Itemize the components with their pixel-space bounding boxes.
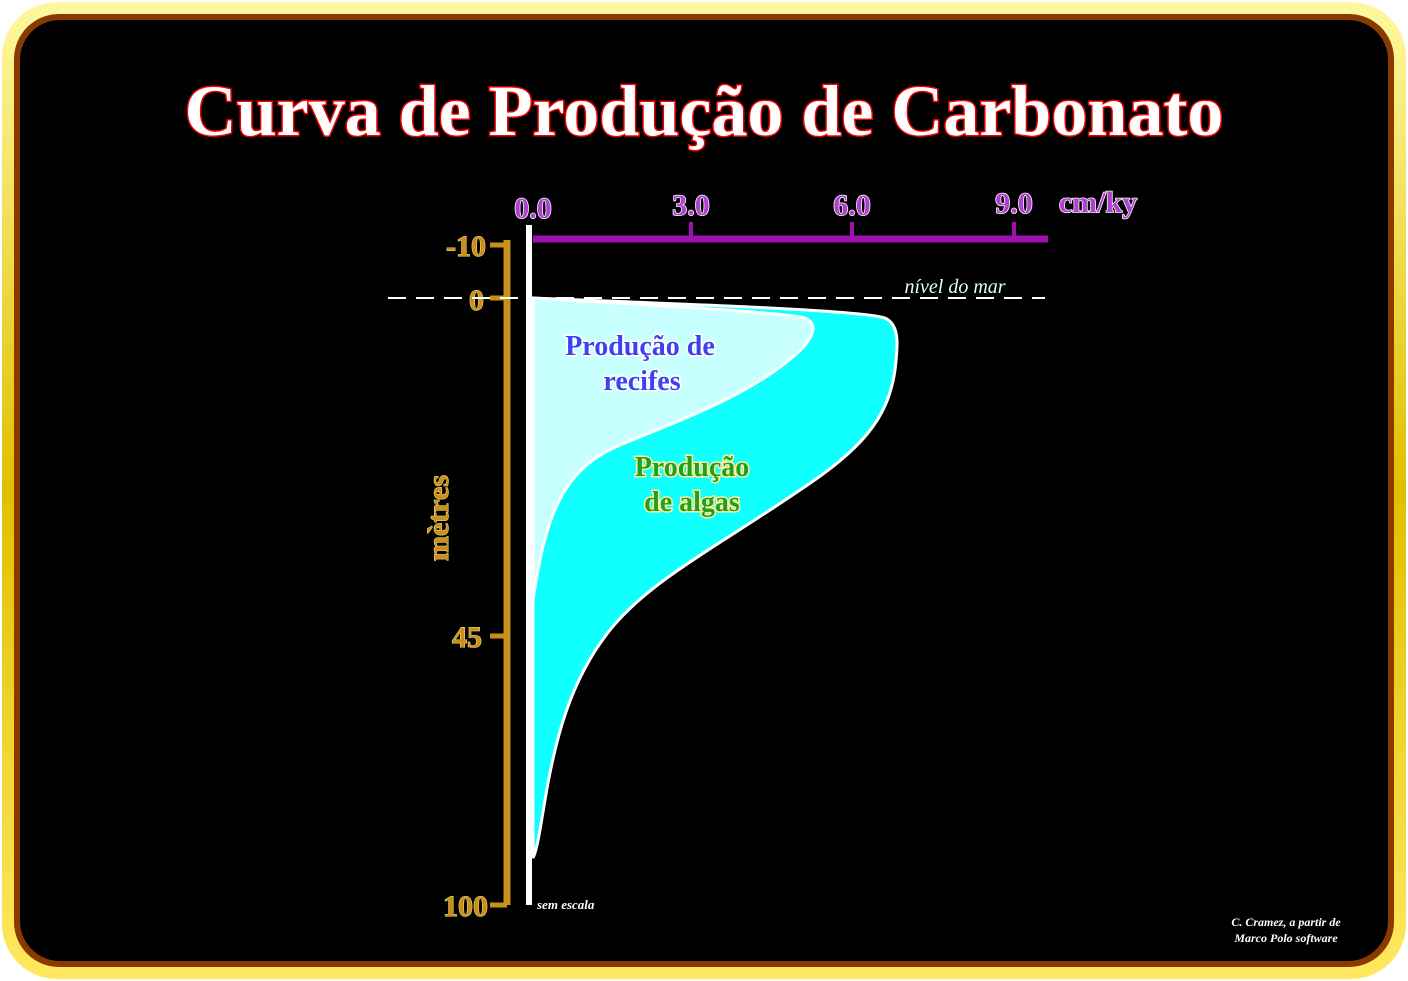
- depth-tick-label: -10: [446, 230, 486, 263]
- sea-level-label: nível do mar: [904, 276, 1005, 298]
- algae-label: de algas: [644, 487, 740, 518]
- credit: Marco Polo software: [1233, 931, 1338, 945]
- reef-production: [531, 296, 815, 601]
- credit: C. Cramez, a partir de: [1231, 915, 1341, 929]
- depth-tick-label: 45: [452, 621, 482, 654]
- rate-tick-label: 9.0: [995, 187, 1033, 220]
- depth-tick-label: 0: [469, 284, 484, 317]
- reef-label: Produção de: [565, 331, 715, 362]
- depth-axis-label: mètres: [422, 475, 455, 561]
- rate-tick-label: 3.0: [672, 189, 710, 222]
- depth-tick-label: 100: [443, 890, 488, 923]
- rate-tick-label: 0.0: [514, 192, 552, 225]
- rate-unit: cm/ky: [1059, 186, 1137, 219]
- title: Curva de Produção de Carbonato: [185, 71, 1224, 151]
- scale-note: sem escala: [536, 897, 595, 912]
- reef-label: recifes: [603, 366, 680, 397]
- rate-tick-label: 6.0: [833, 189, 871, 222]
- algae-label: Produção: [635, 452, 750, 483]
